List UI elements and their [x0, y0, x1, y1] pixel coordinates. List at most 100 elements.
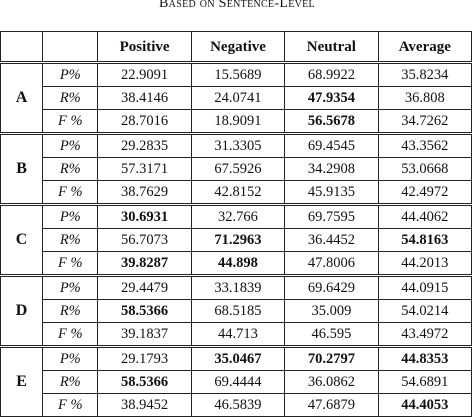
cell-average: 54.6891	[377, 370, 473, 394]
cell-average: 44.4062	[377, 203, 473, 229]
cell-neutral: 47.9354	[284, 86, 379, 110]
metric-label: R%	[42, 370, 99, 394]
cell-neutral: 45.9135	[284, 180, 379, 205]
cell-average: 36.808	[377, 86, 473, 110]
metric-label: R%	[42, 157, 99, 181]
cell-positive: 57.3171	[97, 157, 192, 181]
metric-label: F %	[42, 393, 99, 417]
group-label: E	[0, 345, 44, 417]
table-body: A P% 22.9091 15.5689 68.9922 35.8234 R% 38.4146…	[0, 61, 473, 417]
cell-positive: 29.1793	[97, 345, 192, 371]
metric-label: P%	[42, 61, 99, 87]
group-label: D	[0, 274, 44, 347]
group-label: B	[0, 132, 44, 205]
cell-negative: 32.766	[190, 203, 286, 229]
cell-negative: 69.4444	[190, 370, 286, 394]
header-blank-group	[0, 31, 44, 63]
cell-positive: 58.5366	[97, 370, 192, 394]
cell-negative: 46.5839	[190, 393, 286, 417]
group-label: C	[0, 203, 44, 276]
results-table: Positive Negative Neutral Average A P% 22.…	[0, 31, 473, 417]
cell-positive: 56.7073	[97, 228, 192, 252]
cell-neutral: 56.5678	[284, 109, 379, 134]
cell-neutral: 36.0862	[284, 370, 379, 394]
cell-average: 54.8163	[377, 228, 473, 252]
cell-negative: 33.1839	[190, 274, 286, 300]
cell-average: 54.0214	[377, 299, 473, 323]
cell-average: 43.3562	[377, 132, 473, 158]
table-row: R% 58.5366 69.4444 36.0862 54.6891	[1, 370, 473, 394]
table-row: B P% 29.2835 31.3305 69.4545 43.3562	[0, 132, 473, 205]
cell-positive: 38.4146	[97, 86, 192, 110]
metric-label: P%	[42, 345, 99, 371]
cell-negative: 18.9091	[190, 109, 286, 134]
header-row: Positive Negative Neutral Average	[0, 31, 473, 63]
cell-positive: 30.6931	[97, 203, 192, 229]
cell-negative: 44.898	[190, 251, 286, 276]
table-caption: Based on Sentence-Level	[0, 0, 474, 22]
cell-neutral: 47.8006	[284, 251, 379, 276]
cell-average: 44.8353	[377, 345, 473, 371]
cell-positive: 28.7016	[97, 109, 192, 134]
metric-label: P%	[42, 132, 99, 158]
table-row: F % 39.8287 44.898 47.8006 44.2013	[1, 251, 473, 276]
metric-label: F %	[42, 251, 99, 276]
table-row: A P% 22.9091 15.5689 68.9922 35.8234	[0, 61, 473, 134]
cell-negative: 42.8152	[190, 180, 286, 205]
cell-average: 44.0915	[377, 274, 473, 300]
table-row: D P% 29.4479 33.1839 69.6429 44.0915	[0, 274, 473, 347]
cell-negative: 35.0467	[190, 345, 286, 371]
cell-average: 42.4972	[377, 180, 473, 205]
table-row: R% 58.5366 68.5185 35.009 54.0214	[1, 299, 473, 323]
metric-label: R%	[42, 228, 99, 252]
group-label: A	[0, 61, 44, 134]
table-row: E P% 29.1793 35.0467 70.2797 44.8353	[0, 345, 473, 417]
cell-negative: 24.0741	[190, 86, 286, 110]
header-negative: Negative	[190, 31, 286, 63]
table-row: R% 38.4146 24.0741 47.9354 36.808	[1, 86, 473, 110]
header-neutral: Neutral	[284, 31, 379, 63]
table-row: C P% 30.6931 32.766 69.7595 44.4062	[0, 203, 473, 276]
table-header: Positive Negative Neutral Average	[0, 31, 473, 63]
cell-neutral: 69.6429	[284, 274, 379, 300]
cell-neutral: 36.4452	[284, 228, 379, 252]
cell-positive: 22.9091	[97, 61, 192, 87]
cell-negative: 67.5926	[190, 157, 286, 181]
cell-positive: 29.2835	[97, 132, 192, 158]
cell-positive: 39.8287	[97, 251, 192, 276]
metric-label: R%	[42, 86, 99, 110]
cell-average: 53.0668	[377, 157, 473, 181]
cell-average: 44.2013	[377, 251, 473, 276]
metric-label: F %	[42, 180, 99, 205]
metric-label: R%	[42, 299, 99, 323]
metric-label: F %	[42, 109, 99, 134]
cell-neutral: 34.2908	[284, 157, 379, 181]
cell-neutral: 35.009	[284, 299, 379, 323]
cell-negative: 68.5185	[190, 299, 286, 323]
cell-neutral: 70.2797	[284, 345, 379, 371]
metric-label: F %	[42, 322, 99, 347]
table-row: F % 39.1837 44.713 46.595 43.4972	[1, 322, 473, 347]
cell-neutral: 46.595	[284, 322, 379, 347]
cell-negative: 44.713	[190, 322, 286, 347]
cell-average: 43.4972	[377, 322, 473, 347]
cell-average: 35.8234	[377, 61, 473, 87]
cell-positive: 38.7629	[97, 180, 192, 205]
cell-neutral: 69.4545	[284, 132, 379, 158]
cell-neutral: 69.7595	[284, 203, 379, 229]
header-average: Average	[377, 31, 473, 63]
cell-average: 34.7262	[377, 109, 473, 134]
cell-average: 44.4053	[377, 393, 473, 417]
table-row: F % 38.7629 42.8152 45.9135 42.4972	[1, 180, 473, 205]
table-row: F % 38.9452 46.5839 47.6879 44.4053	[1, 393, 473, 417]
cell-positive: 58.5366	[97, 299, 192, 323]
table-caption-text: Based on Sentence-Level	[159, 0, 315, 11]
table-row: R% 57.3171 67.5926 34.2908 53.0668	[1, 157, 473, 181]
cell-positive: 39.1837	[97, 322, 192, 347]
cell-neutral: 68.9922	[284, 61, 379, 87]
metric-label: P%	[42, 274, 99, 300]
cell-positive: 29.4479	[97, 274, 192, 300]
header-positive: Positive	[97, 31, 192, 63]
header-blank-metric	[42, 31, 99, 63]
cell-positive: 38.9452	[97, 393, 192, 417]
